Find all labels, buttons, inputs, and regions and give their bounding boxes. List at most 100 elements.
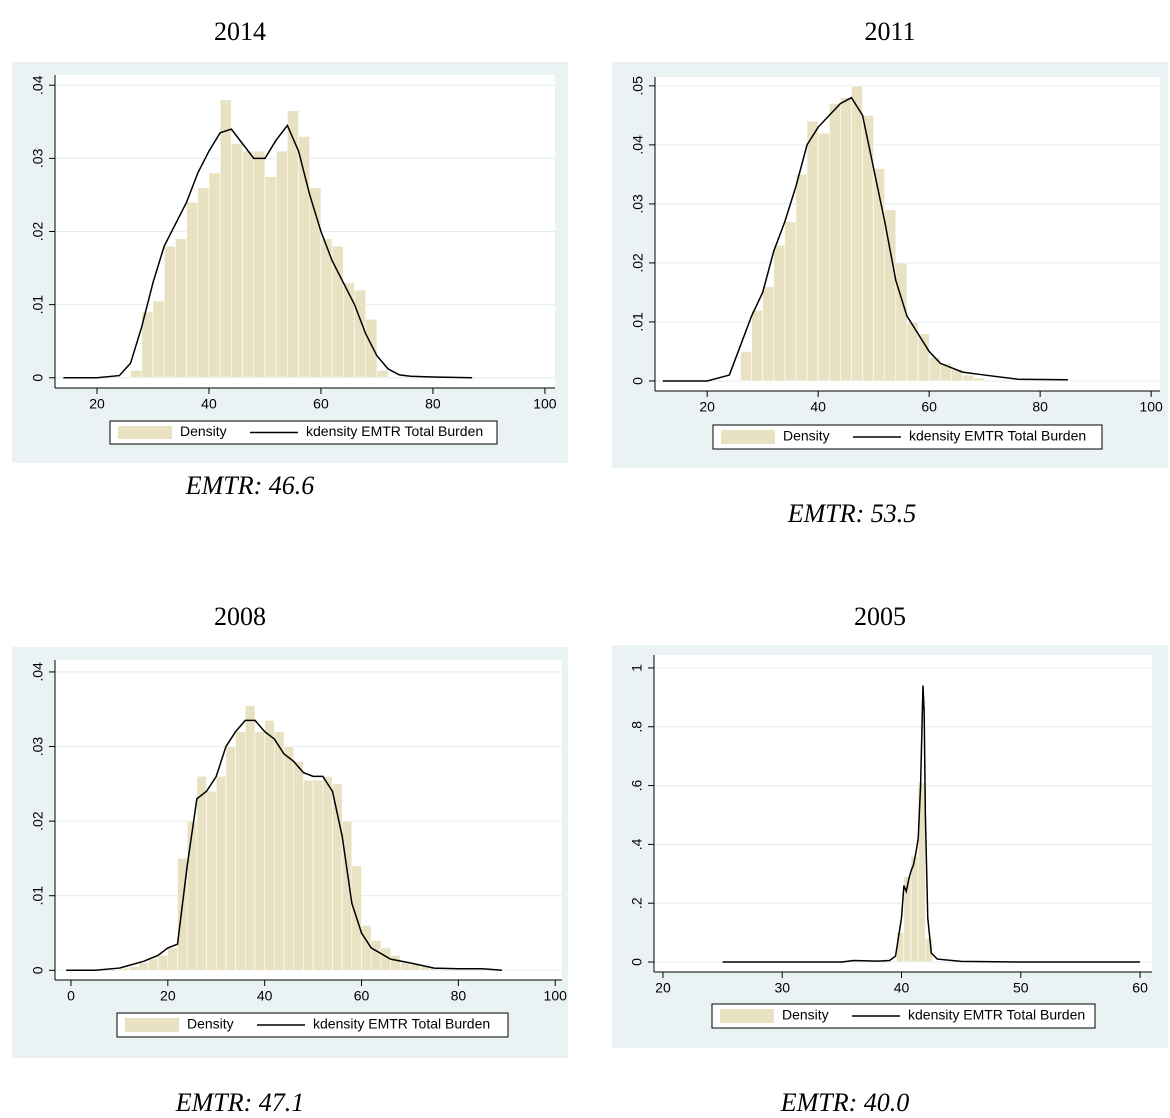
x-tick-label: 20 [699, 399, 715, 415]
histogram-bar [303, 779, 314, 971]
histogram-bar [322, 776, 333, 971]
x-tick-label: 60 [1132, 980, 1148, 996]
histogram-bar [242, 150, 255, 379]
histogram-bar [148, 958, 159, 971]
histogram-bar [784, 221, 797, 382]
y-tick-label: .03 [30, 737, 46, 757]
histogram-bar [128, 966, 140, 971]
histogram-bar [264, 176, 277, 379]
legend-box [711, 1003, 1096, 1029]
caption: EMTR: 40.0 [780, 1088, 910, 1113]
legend-box [712, 424, 1103, 450]
x-tick-label: 40 [810, 399, 826, 415]
histogram-bar [962, 374, 974, 382]
y-tick-label: .4 [629, 838, 645, 850]
histogram-bar [206, 790, 217, 971]
histogram-bar [287, 110, 299, 379]
histogram-bar [264, 720, 275, 971]
x-tick-label: 80 [425, 396, 441, 412]
histogram-bar [376, 370, 389, 379]
histogram-bar [312, 779, 324, 971]
legend-box [116, 1012, 509, 1038]
histogram-bar [895, 262, 908, 382]
histogram-bar [167, 947, 178, 971]
histogram-bar [275, 150, 288, 379]
histogram-bar [331, 245, 344, 379]
plot-area [654, 655, 1152, 972]
legend-label: Density [187, 1016, 234, 1032]
histogram-bar [343, 282, 355, 379]
y-tick-label: 0 [30, 374, 46, 382]
y-tick-label: .01 [30, 886, 46, 906]
x-tick-label: 100 [544, 988, 568, 1004]
y-tick-label: .6 [629, 780, 645, 792]
x-tick-label: 30 [774, 980, 790, 996]
histogram-bar [925, 938, 933, 963]
y-tick-label: .04 [630, 135, 646, 155]
y-tick-label: .04 [30, 75, 46, 95]
chart-title: 2008 [214, 602, 266, 631]
x-tick-label: 80 [451, 988, 467, 1004]
histogram-bar [175, 238, 187, 379]
histogram-bar [370, 940, 382, 971]
y-tick-label: .8 [629, 721, 645, 733]
histogram-bar [828, 103, 841, 382]
histogram-bar [806, 120, 819, 382]
y-tick-label: 0 [630, 377, 646, 385]
histogram-bar [354, 289, 367, 379]
x-tick-label: 0 [67, 988, 75, 1004]
x-tick-label: 40 [257, 988, 273, 1004]
histogram-bar [235, 731, 246, 971]
histogram-bar [862, 115, 874, 382]
histogram-bar [245, 705, 256, 971]
x-tick-label: 40 [201, 396, 217, 412]
histogram-bar [361, 925, 372, 971]
histogram-bar [219, 99, 232, 379]
legend-label: kdensity EMTR Total Burden [908, 1007, 1085, 1023]
kdensity-line [722, 685, 1141, 963]
y-tick-label: .03 [30, 148, 46, 168]
histogram-bar [138, 962, 149, 971]
legend-swatch [118, 426, 172, 439]
kdensity-line [66, 719, 503, 972]
y-tick-label: .04 [30, 662, 46, 682]
histogram-bar [186, 201, 199, 379]
caption: EMTR: 47.1 [175, 1088, 305, 1113]
histogram-bar [186, 820, 198, 971]
histogram-bar [253, 150, 266, 379]
histogram-bar [309, 187, 322, 379]
legend-swatch [721, 430, 775, 444]
legend-label: Density [783, 428, 830, 444]
legend-label: kdensity EMTR Total Burden [313, 1016, 490, 1032]
histogram-bar [365, 318, 378, 379]
histogram-bar [320, 238, 333, 379]
y-tick-label: 0 [30, 966, 46, 974]
kdensity-line [662, 96, 1068, 382]
histogram-bar [917, 782, 926, 963]
y-tick-label: .01 [630, 312, 646, 332]
histogram-bar [399, 962, 411, 971]
y-tick-label: .05 [630, 76, 646, 96]
histogram-bar [973, 377, 985, 382]
y-tick-label: 1 [629, 664, 645, 672]
legend-box [109, 420, 498, 445]
histogram-bar [163, 245, 176, 379]
histogram-bar [817, 132, 830, 382]
histogram-bar [196, 776, 207, 971]
histogram-bar [208, 172, 221, 379]
histogram-bar [130, 370, 143, 379]
x-tick-label: 60 [354, 988, 370, 1004]
histogram-bar [152, 300, 165, 379]
histogram-bar [751, 309, 763, 382]
x-tick-label: 20 [160, 988, 176, 1004]
legend-swatch [720, 1009, 774, 1023]
histogram-bar [840, 97, 852, 382]
y-tick-label: .02 [630, 253, 646, 273]
legend-label: Density [782, 1007, 829, 1023]
histogram-bar [225, 746, 236, 971]
histogram-bar [293, 761, 304, 971]
x-tick-label: 40 [894, 980, 910, 996]
y-tick-label: .2 [629, 897, 645, 909]
histogram-bar [197, 187, 210, 379]
